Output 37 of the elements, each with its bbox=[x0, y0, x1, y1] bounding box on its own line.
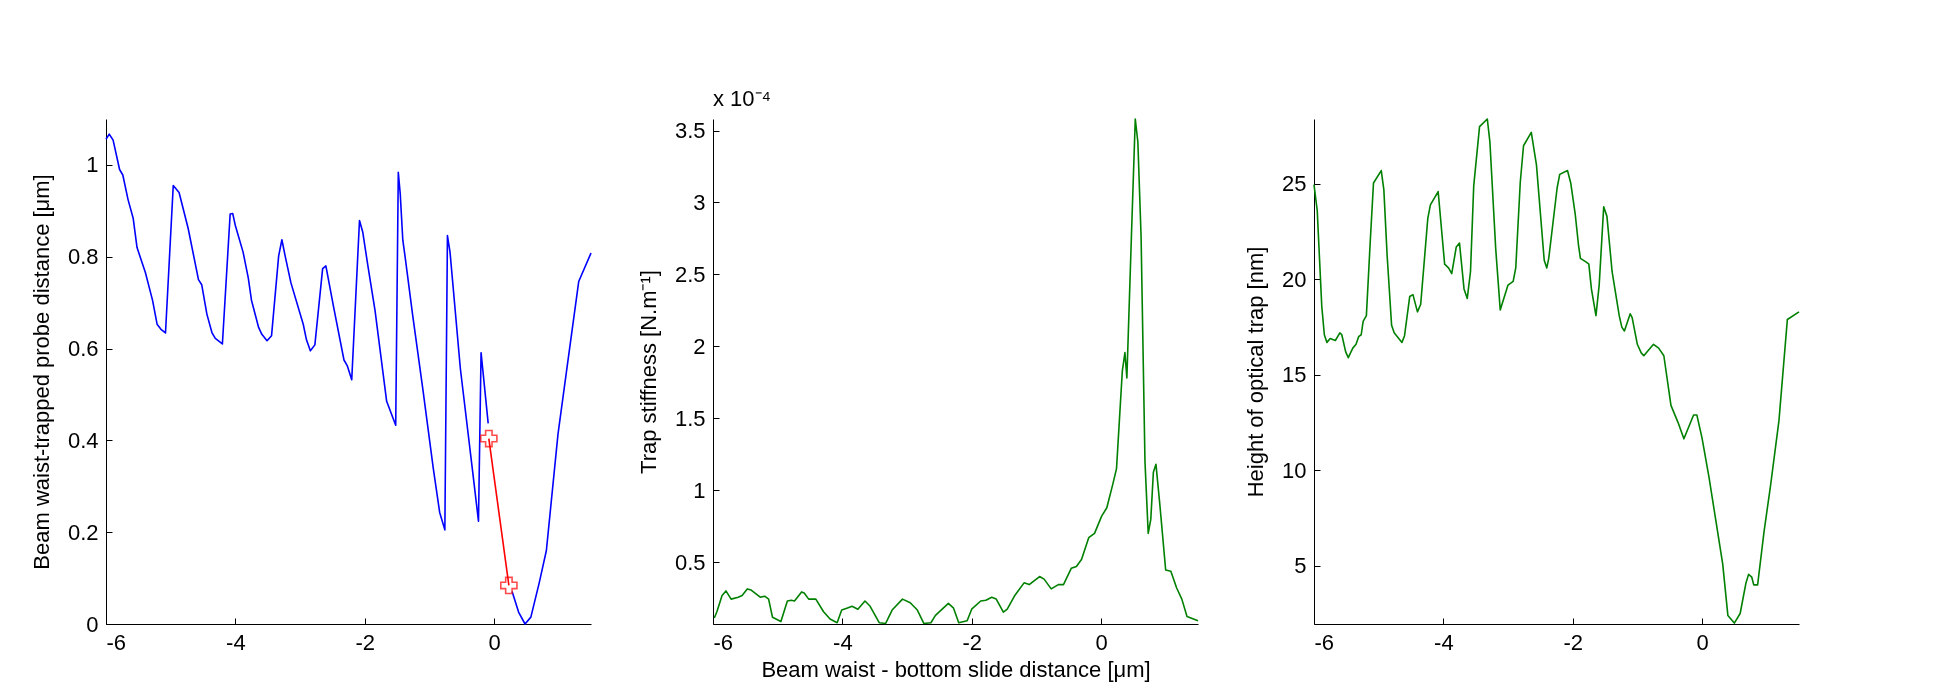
y-tick-label: 3 bbox=[693, 189, 706, 215]
x-tick-label: -4 bbox=[1434, 629, 1454, 655]
y-tick-label: 2.5 bbox=[674, 261, 706, 287]
y-tick-label: 1 bbox=[86, 152, 99, 178]
line-series bbox=[1313, 118, 1800, 624]
x-tick-label: -4 bbox=[226, 629, 246, 655]
y-tick-label: 0.2 bbox=[67, 519, 99, 545]
line-series bbox=[713, 118, 1199, 625]
y-tick-label: 2 bbox=[693, 333, 706, 359]
y-tick-label: 1 bbox=[693, 477, 706, 503]
y-tick-label: 25 bbox=[1282, 171, 1307, 197]
x-tick-label: -2 bbox=[962, 629, 982, 655]
y-tick-label: 0.6 bbox=[67, 336, 99, 362]
x-tick-label: -6 bbox=[1314, 629, 1335, 655]
y-tick-label: 0.4 bbox=[67, 427, 99, 453]
y-axis-title: Beam waist-trapped probe distance [μm] bbox=[28, 174, 54, 570]
x-tick-label: 0 bbox=[1095, 629, 1108, 655]
y-tick-label: 20 bbox=[1282, 266, 1307, 292]
x-tick-label: -6 bbox=[713, 629, 734, 655]
x-tick-label: -4 bbox=[833, 629, 853, 655]
x-tick-label: 0 bbox=[1696, 629, 1709, 655]
y-axis-title: Height of optical trap [nm] bbox=[1243, 246, 1269, 498]
y-tick-label: 0.5 bbox=[674, 549, 706, 575]
text: x 10⁻⁴ bbox=[713, 86, 772, 111]
x-tick-label: -6 bbox=[106, 629, 127, 655]
y-tick-label: 0.8 bbox=[67, 244, 99, 270]
y-tick-label: 3.5 bbox=[674, 118, 706, 144]
x-tick-label: -2 bbox=[355, 629, 375, 655]
y-tick-label: 10 bbox=[1282, 457, 1307, 483]
x-tick-label: -2 bbox=[1563, 629, 1583, 655]
y-tick-label: 0 bbox=[86, 611, 99, 637]
y-axis-title: Trap stiffness [N.m⁻¹] bbox=[635, 270, 661, 474]
y-tick-label: 15 bbox=[1282, 362, 1307, 388]
y-tick-label: 1.5 bbox=[674, 405, 706, 431]
x-axis-title: Beam waist - bottom slide distance [μm] bbox=[761, 656, 1151, 682]
y-tick-label: 5 bbox=[1294, 553, 1307, 579]
x-tick-label: 0 bbox=[488, 629, 501, 655]
